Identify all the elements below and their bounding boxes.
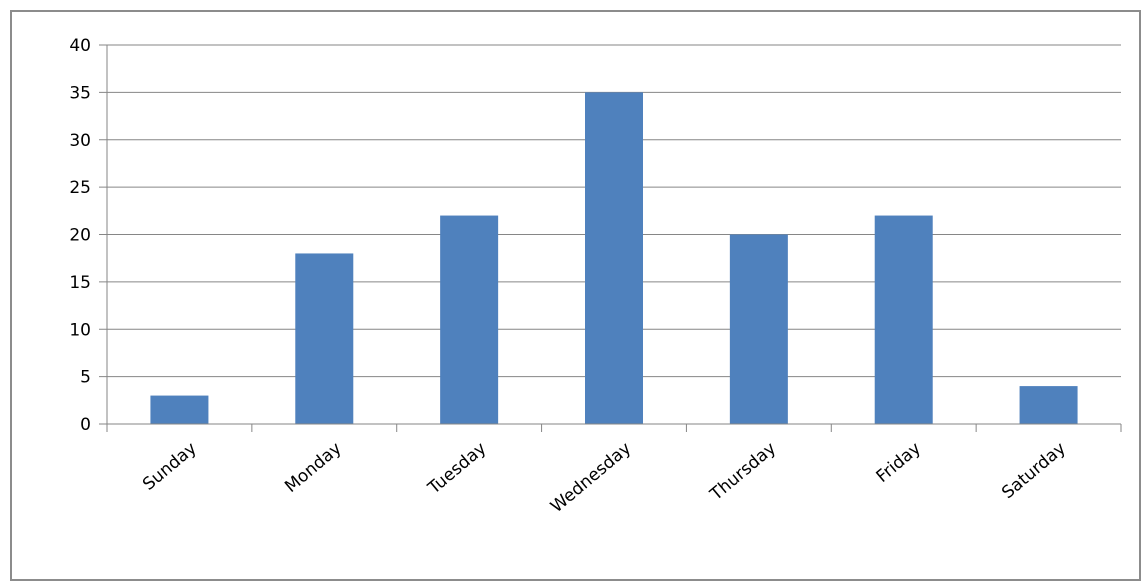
- x-tick-label-tuesday: Tuesday: [424, 439, 491, 499]
- y-tick-label: 5: [80, 368, 91, 388]
- y-tick-label: 0: [80, 415, 91, 435]
- x-tick-label-sunday: Sunday: [139, 439, 201, 495]
- x-tick-label-monday: Monday: [281, 439, 345, 497]
- y-tick-label: 15: [69, 273, 91, 293]
- bar-monday: [295, 253, 354, 424]
- bar-tuesday: [440, 215, 499, 424]
- y-tick-label: 35: [69, 83, 91, 103]
- bar-saturday: [1019, 386, 1078, 424]
- y-tick-label: 10: [69, 320, 91, 340]
- x-tick-label-wednesday: Wednesday: [547, 439, 635, 518]
- chart-frame: [10, 10, 1141, 581]
- bar-thursday: [729, 234, 788, 424]
- bar-wednesday: [585, 92, 643, 424]
- bar-sunday: [150, 395, 209, 424]
- x-tick-label-friday: Friday: [873, 439, 925, 487]
- x-tick-label-saturday: Saturday: [998, 439, 1070, 504]
- y-tick-label: 25: [69, 178, 91, 198]
- bars: [150, 92, 1078, 424]
- y-tick-label: 30: [69, 131, 91, 151]
- y-tick-label: 20: [69, 226, 91, 246]
- bar-friday: [874, 215, 933, 424]
- y-tick-label: 40: [69, 36, 91, 56]
- axes: [99, 44, 1122, 432]
- x-tick-label-thursday: Thursday: [706, 439, 780, 506]
